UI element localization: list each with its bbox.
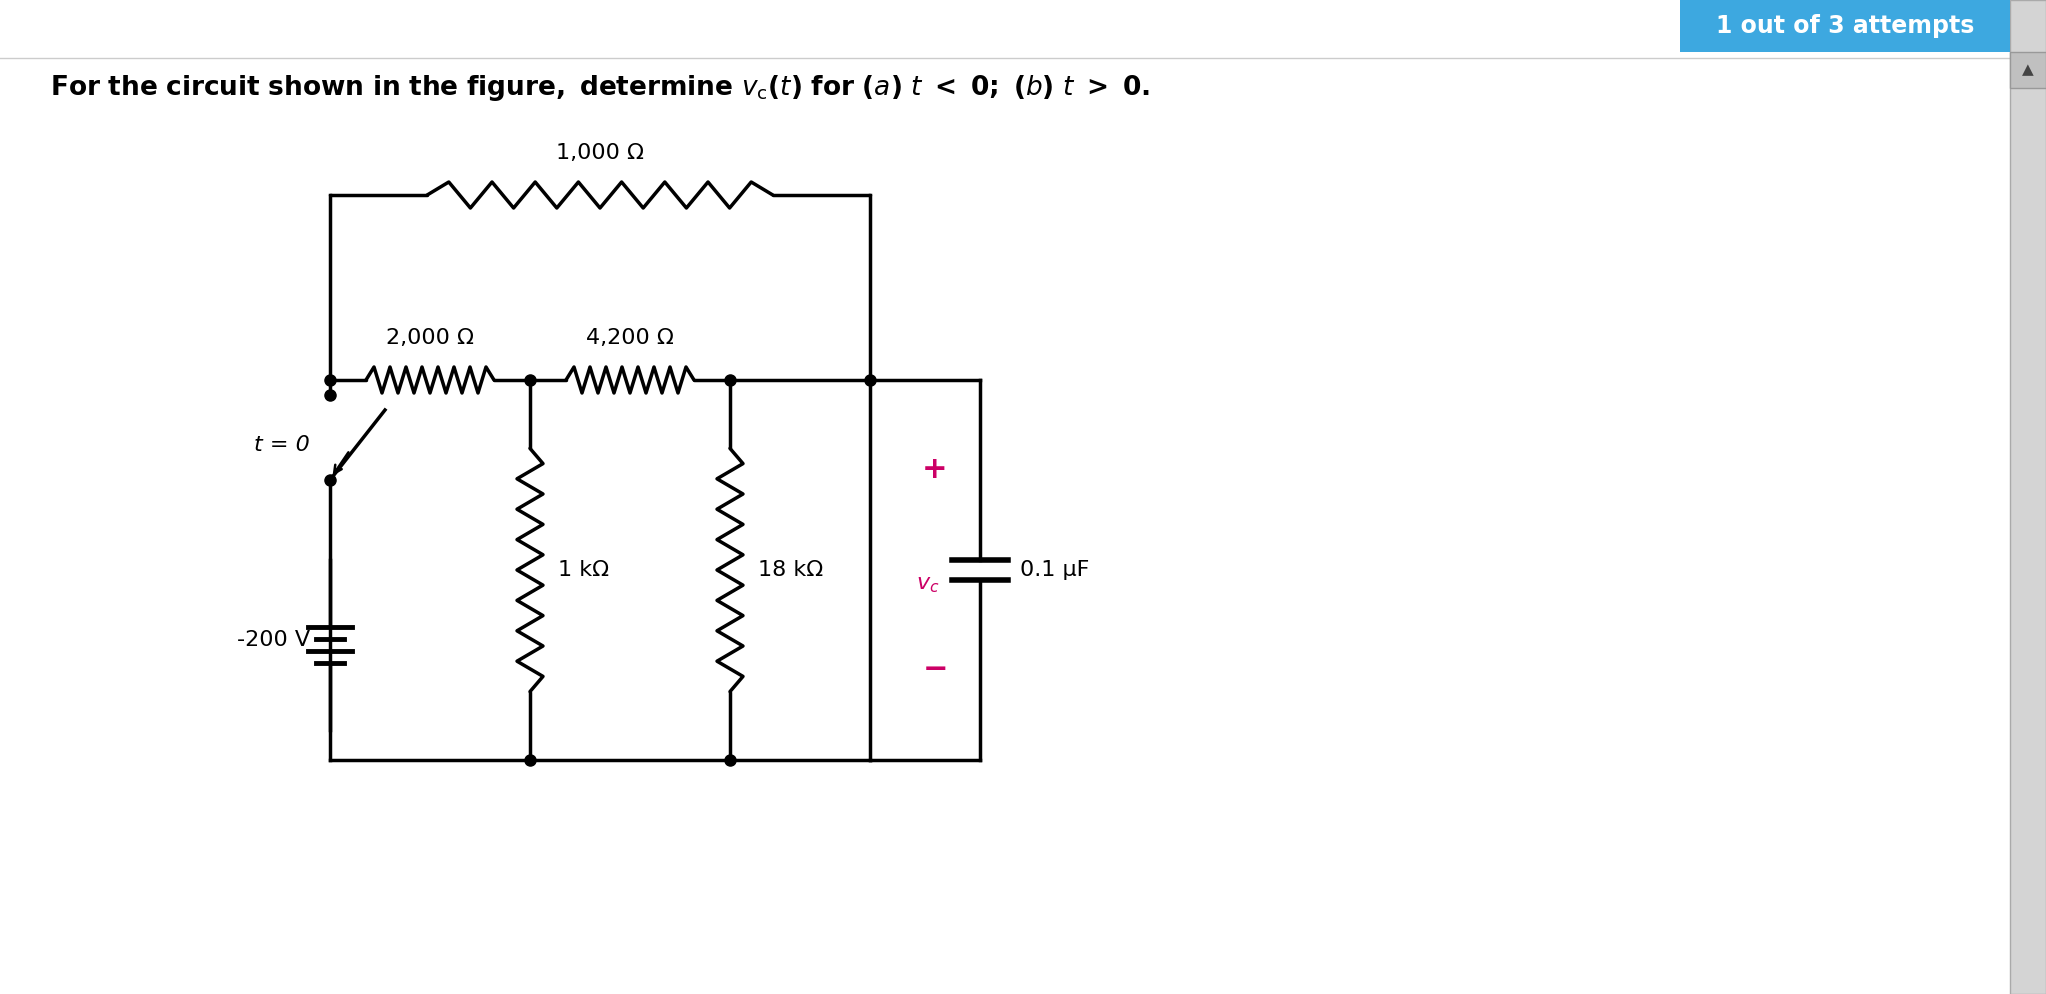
Text: 1,000 Ω: 1,000 Ω: [557, 143, 644, 163]
FancyBboxPatch shape: [2009, 0, 2046, 994]
Text: $\mathbf{For\ the\ circuit\ shown\ in\ the\ figure,\ determine\ }{\it v}_{{\rm c: $\mathbf{For\ the\ circuit\ shown\ in\ t…: [49, 73, 1150, 103]
FancyBboxPatch shape: [1680, 0, 2009, 52]
Text: +: +: [923, 455, 947, 484]
Text: 0.1 μF: 0.1 μF: [1021, 560, 1088, 580]
FancyBboxPatch shape: [2009, 52, 2046, 88]
Text: $\mathit{v_c}$: $\mathit{v_c}$: [917, 575, 939, 595]
Text: −: −: [923, 655, 947, 685]
Text: 1 kΩ: 1 kΩ: [559, 560, 610, 580]
Text: 4,200 Ω: 4,200 Ω: [585, 328, 673, 348]
Text: t = 0: t = 0: [254, 435, 311, 455]
Text: ▲: ▲: [2021, 63, 2034, 78]
Text: 2,000 Ω: 2,000 Ω: [387, 328, 475, 348]
Text: 18 kΩ: 18 kΩ: [757, 560, 822, 580]
Text: 1 out of 3 attempts: 1 out of 3 attempts: [1717, 14, 1974, 38]
Text: -200 V: -200 V: [237, 630, 311, 650]
